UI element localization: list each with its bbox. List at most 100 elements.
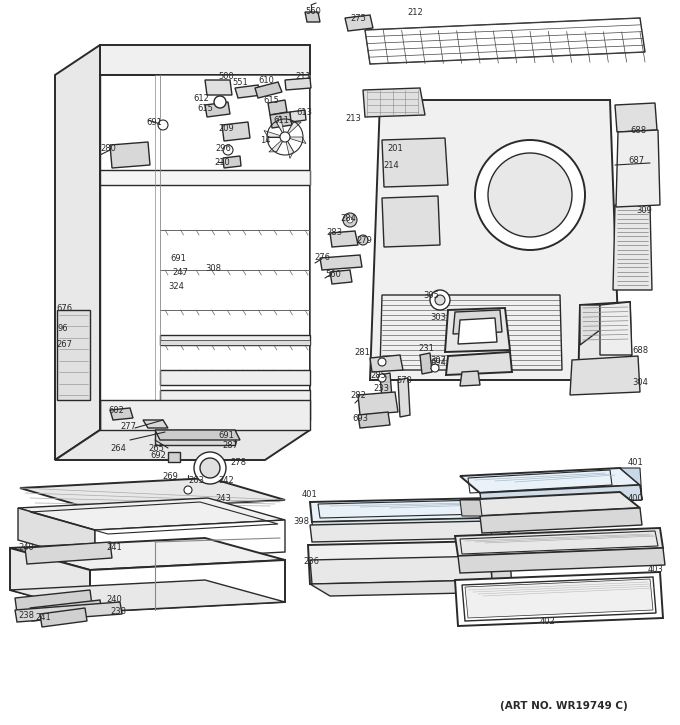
Polygon shape [465,579,653,618]
Text: 309: 309 [636,205,652,215]
Polygon shape [110,142,150,168]
Text: 615: 615 [263,96,279,104]
Circle shape [347,217,353,223]
Polygon shape [310,498,492,522]
Text: 236: 236 [303,558,319,566]
Text: 281: 281 [354,347,370,357]
Text: (ART NO. WR19749 C): (ART NO. WR19749 C) [500,701,628,711]
Polygon shape [358,392,398,415]
Polygon shape [290,110,306,122]
Text: 693: 693 [352,413,368,423]
Text: 241: 241 [35,613,51,623]
Polygon shape [490,521,512,550]
Polygon shape [480,485,642,508]
Polygon shape [155,430,240,440]
Polygon shape [10,580,285,612]
Circle shape [435,295,445,305]
Polygon shape [345,15,373,31]
Text: 401: 401 [302,489,318,499]
Text: 676: 676 [56,304,72,312]
Polygon shape [458,318,497,344]
Text: 560: 560 [305,7,321,15]
Polygon shape [616,130,660,207]
Polygon shape [235,85,262,98]
Text: 243: 243 [215,494,231,502]
Polygon shape [578,302,632,392]
Polygon shape [363,88,425,117]
Polygon shape [445,308,510,352]
Text: 691: 691 [170,254,186,262]
Polygon shape [100,45,310,75]
Ellipse shape [347,17,369,30]
Polygon shape [358,412,390,428]
Polygon shape [90,560,285,612]
Text: 282: 282 [350,391,366,399]
Polygon shape [365,18,645,64]
Text: 691: 691 [146,117,162,126]
Polygon shape [460,468,640,493]
Polygon shape [480,508,642,533]
Polygon shape [223,156,241,168]
Polygon shape [310,580,512,596]
Text: 560: 560 [325,270,341,278]
Text: 400: 400 [628,494,644,502]
Polygon shape [15,602,122,622]
Polygon shape [460,500,482,516]
Circle shape [343,213,357,227]
Text: 211: 211 [295,72,311,80]
Polygon shape [155,430,235,445]
Polygon shape [268,100,287,115]
Text: 305: 305 [423,291,439,299]
Text: 212: 212 [407,7,423,17]
Text: 692: 692 [150,450,166,460]
Text: 398: 398 [293,518,309,526]
Text: 214: 214 [383,160,398,170]
Polygon shape [100,170,310,185]
Text: 275: 275 [350,14,366,22]
Polygon shape [18,498,285,530]
Text: 284: 284 [340,213,356,223]
Circle shape [223,145,233,155]
Text: 688: 688 [630,125,646,135]
Text: 14: 14 [260,136,271,144]
Circle shape [158,120,168,130]
Polygon shape [40,608,87,627]
Text: 303: 303 [430,312,446,321]
Polygon shape [57,310,90,400]
Text: 241: 241 [106,544,122,552]
Polygon shape [310,521,492,542]
Polygon shape [95,520,285,562]
Polygon shape [160,340,310,345]
Polygon shape [205,80,232,95]
Polygon shape [143,420,168,428]
Text: 269: 269 [162,471,178,481]
Circle shape [194,452,226,484]
Text: 240: 240 [106,595,122,605]
Text: 238: 238 [110,608,126,616]
Text: 287: 287 [222,441,238,450]
Polygon shape [269,141,282,152]
Circle shape [378,358,386,366]
Text: 602: 602 [108,405,124,415]
Text: 402: 402 [540,618,556,626]
Polygon shape [55,45,100,460]
Polygon shape [420,353,432,374]
Circle shape [431,364,439,372]
Text: 265: 265 [148,444,164,452]
Polygon shape [460,371,480,386]
Text: 277: 277 [120,421,136,431]
Polygon shape [168,452,180,462]
Text: 307: 307 [430,355,446,365]
Polygon shape [285,78,311,90]
Polygon shape [310,556,492,584]
Polygon shape [490,498,512,530]
Polygon shape [446,352,512,375]
Polygon shape [264,130,280,137]
Polygon shape [25,542,112,564]
Text: 278: 278 [230,457,246,466]
Polygon shape [330,231,358,247]
Circle shape [378,374,386,382]
Text: 570: 570 [396,376,412,384]
Text: 242: 242 [218,476,234,484]
Circle shape [184,486,192,494]
